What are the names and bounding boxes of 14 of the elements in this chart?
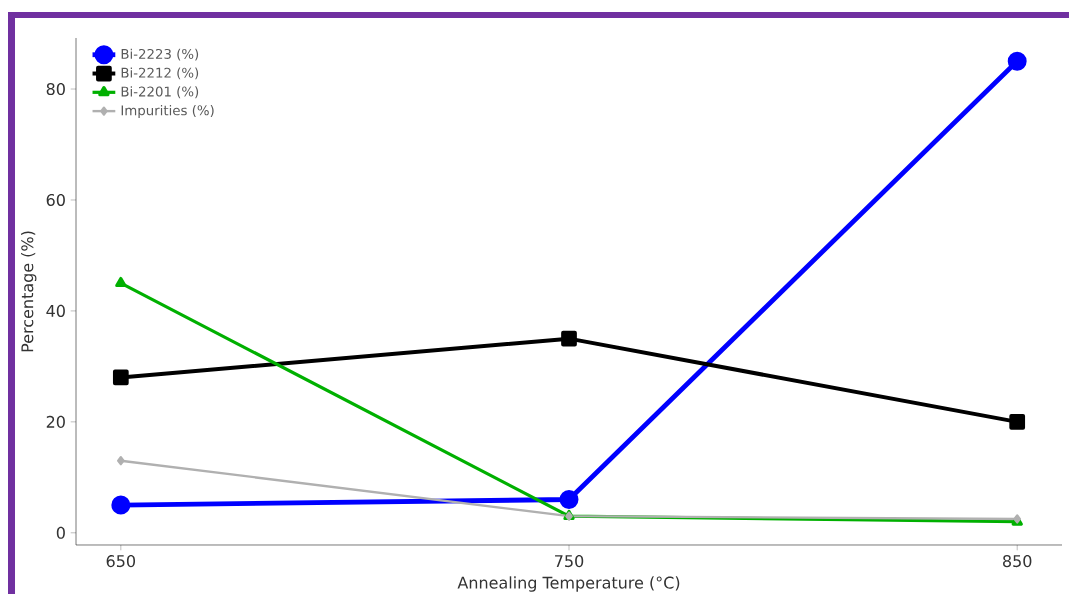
x-tick-label: 750 xyxy=(555,555,584,568)
y-tick-label: 0 xyxy=(56,526,65,539)
legend-label: Bi-2223 (%) xyxy=(121,48,199,61)
legend-label: Impurities (%) xyxy=(121,105,214,118)
y-tick-label: 20 xyxy=(46,415,65,428)
y-axis-title: Percentage (%) xyxy=(20,231,37,352)
y-tick-label: 60 xyxy=(46,193,65,207)
x-axis-title: Annealing Temperature (°C) xyxy=(457,576,680,592)
x-tick-label: 850 xyxy=(1003,555,1032,568)
x-tick-label: 650 xyxy=(106,555,136,568)
y-tick-label: 40 xyxy=(46,304,65,317)
y-tick-label: 80 xyxy=(46,82,65,96)
legend-label: Bi-2201 (%) xyxy=(121,86,199,99)
legend-label: Bi-2212 (%) xyxy=(121,67,199,80)
